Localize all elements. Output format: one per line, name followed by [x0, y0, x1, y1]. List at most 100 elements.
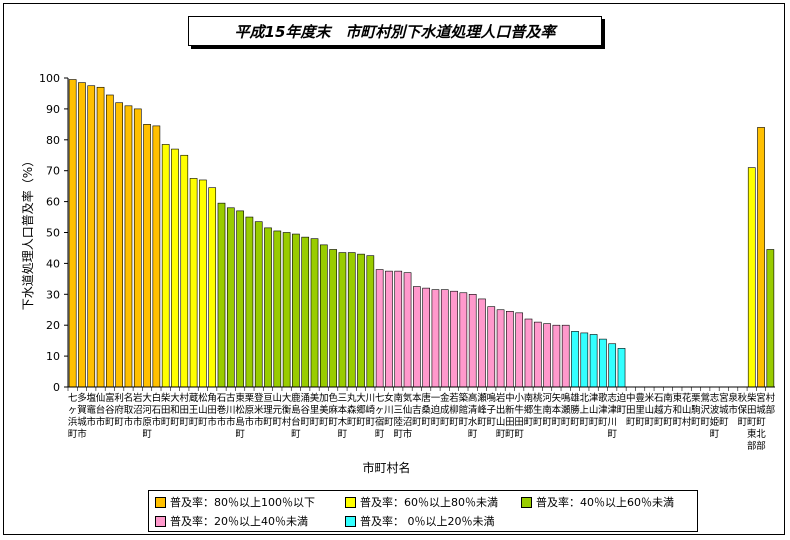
x-tick-label: 古川市 [226, 392, 236, 428]
x-tick-label: 角田市 [207, 392, 217, 428]
x-tick-label: 栗原市 [245, 393, 255, 428]
x-tick-label: 秋保町 [738, 392, 748, 428]
bar [329, 249, 337, 388]
x-tick-label: 一迫町 [431, 393, 441, 428]
legend-label: 普及率：60％以上80％未満 [360, 496, 498, 509]
bar [68, 79, 77, 388]
x-tick-label: 鳴子町 [487, 392, 497, 428]
bar [468, 293, 477, 388]
x-tick-label: 岩出山町 [496, 392, 506, 440]
x-tick-label: 加美町 [319, 393, 329, 428]
bar [552, 324, 561, 388]
x-tick-label: 栗駒町 [691, 393, 701, 428]
x-tick-label: 柴田町東部 [747, 392, 757, 452]
x-tick-label: 南郷町 [524, 392, 534, 428]
x-tick-label: 塩竈市 [86, 392, 96, 428]
x-tick-label: 宮城町北部 [756, 392, 766, 452]
y-axis-title: 下水道処理人口普及率（%） [20, 155, 35, 310]
x-axis-title: 市町村名 [362, 460, 410, 475]
y-tick-label: 20 [46, 319, 60, 332]
x-tick-label: 鳴瀬町 [561, 392, 571, 428]
legend-swatch [155, 515, 166, 527]
x-tick-label: 多賀城市 [77, 392, 87, 440]
bar [366, 255, 375, 388]
bar [459, 292, 468, 388]
bar [617, 348, 626, 388]
x-tick-label: 米山町 [645, 392, 655, 428]
chart-legend: 普及率：80％以上100％以下 普及率：60％以上80％未満 普及率：40％以上… [148, 490, 698, 532]
x-tick-label: 松山町 [198, 392, 208, 428]
x-tick-label: 東松島町 [235, 392, 245, 440]
legend-item-40-60: 普及率：40％以上60％未満 [521, 494, 674, 510]
y-tick-label: 80 [46, 134, 60, 147]
bar [599, 338, 607, 388]
bar [524, 318, 533, 388]
x-tick-label: 七ヶ浜町 [68, 393, 78, 440]
bar [589, 334, 598, 388]
legend-swatch [155, 496, 166, 508]
bar [496, 309, 505, 388]
bar [413, 286, 421, 388]
bar [357, 253, 365, 388]
bar [115, 102, 123, 388]
bar [282, 232, 291, 388]
x-tick-label: 中田町 [626, 392, 636, 428]
x-tick-label: 大河原町 [142, 392, 152, 440]
bar [431, 289, 440, 388]
y-tick-label: 10 [46, 350, 60, 363]
x-tick-label: 本吉町 [412, 392, 422, 428]
bar [180, 154, 189, 388]
x-tick-label: 豊里町 [635, 392, 645, 428]
bar [543, 323, 551, 388]
x-tick-label: 築館町 [459, 392, 469, 428]
bar [319, 244, 328, 388]
bar [515, 312, 524, 388]
bar [347, 252, 356, 388]
x-tick-label: 山元町 [273, 393, 283, 428]
bar [487, 306, 496, 388]
x-tick-label: 美里町 [310, 392, 320, 428]
chart-frame [3, 3, 785, 535]
bar [766, 249, 775, 388]
bar [264, 227, 272, 388]
y-tick-label: 100 [39, 72, 60, 85]
y-tick-label: 70 [46, 165, 60, 178]
x-tick-label: 亘理町 [263, 393, 273, 428]
x-tick-label: 高清水町 [468, 392, 478, 440]
bar [385, 270, 393, 388]
x-tick-label: 色麻町 [328, 392, 338, 428]
legend-label: 普及率： 0％以上20％未満 [360, 515, 495, 528]
x-tick-label: 南方町 [663, 392, 673, 428]
bar [747, 167, 756, 388]
x-tick-label: 歌津町 [598, 392, 608, 428]
x-tick-label: 富谷町 [105, 392, 115, 428]
x-tick-label: 津山町 [589, 393, 599, 428]
bar [310, 238, 319, 388]
bar [124, 105, 133, 388]
x-tick-label: 泉市 [728, 392, 738, 416]
x-tick-label: 三本木町 [338, 393, 348, 440]
x-tick-label: 鶯沢町 [700, 392, 710, 428]
bar [561, 324, 570, 388]
legend-item-0-20: 普及率： 0％以上20％未満 [345, 513, 495, 529]
legend-label: 普及率：80％以上100％以下 [170, 496, 315, 509]
bar [440, 289, 449, 388]
x-tick-label: 石越町 [654, 393, 664, 428]
bar [189, 178, 198, 388]
x-tick-label: 中新田町 [505, 392, 515, 440]
x-tick-label: 気仙沼市 [403, 392, 413, 440]
x-tick-label: 雄勝町 [570, 392, 580, 428]
bar [106, 94, 114, 388]
bar [161, 144, 170, 388]
bar [571, 331, 579, 388]
bar [254, 221, 263, 388]
legend-swatch [345, 515, 356, 527]
y-tick-label: 60 [46, 196, 60, 209]
bar [199, 179, 207, 388]
x-tick-label: 花山村 [682, 392, 692, 428]
x-tick-label: 唐桑町 [421, 392, 431, 428]
x-tick-label: 村田町 [180, 392, 190, 428]
x-tick-label: 志津川町 [607, 392, 617, 440]
x-tick-label: 蔵王町 [189, 392, 199, 428]
x-tick-label: 河南町 [542, 392, 552, 428]
